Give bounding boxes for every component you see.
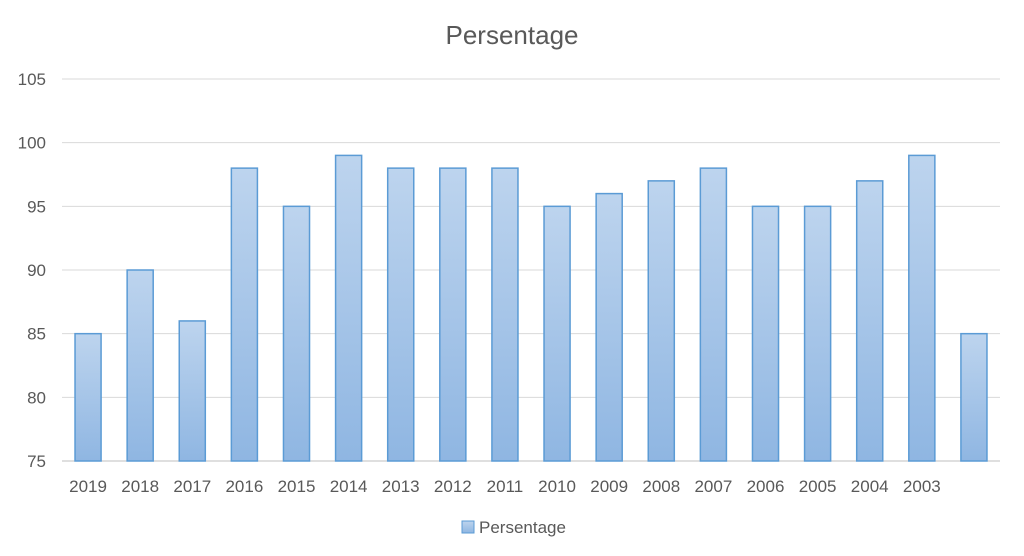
x-tick-label: 2007 [694, 477, 732, 496]
bar [595, 192, 623, 462]
chart-title: Persentage [446, 20, 579, 50]
x-tick-label: 2008 [642, 477, 680, 496]
bar [334, 154, 363, 462]
y-tick-label: 85 [27, 325, 46, 344]
bar [439, 167, 467, 462]
bar [126, 269, 154, 462]
x-tick-label: 2005 [799, 477, 837, 496]
y-axis-ticks: 75 80 85 90 95 100 105 [18, 70, 46, 471]
x-tick-label: 2013 [382, 477, 420, 496]
x-tick-label: 2012 [434, 477, 472, 496]
y-tick-label: 80 [27, 388, 46, 407]
legend-label: Persentage [479, 518, 566, 537]
bar [178, 320, 207, 462]
x-tick-label: 2015 [278, 477, 316, 496]
x-tick-label: 2016 [225, 477, 263, 496]
bar [803, 205, 832, 462]
bar [751, 205, 780, 462]
bar [282, 205, 311, 462]
bars [74, 154, 988, 462]
bar [386, 167, 415, 462]
legend: Persentage [461, 518, 566, 537]
y-tick-label: 100 [18, 134, 46, 153]
x-tick-label: 2006 [747, 477, 785, 496]
bar [908, 154, 936, 462]
bar [699, 167, 728, 462]
y-tick-label: 90 [27, 261, 46, 280]
bar [960, 332, 988, 462]
y-tick-label: 105 [18, 70, 46, 89]
x-tick-label: 2011 [487, 477, 524, 496]
x-tick-label: 2010 [538, 477, 576, 496]
x-tick-label: 2019 [69, 477, 107, 496]
bar [491, 167, 519, 462]
x-tick-label: 2009 [590, 477, 628, 496]
y-tick-label: 75 [27, 452, 46, 471]
bar [230, 167, 259, 462]
x-tick-label: 2014 [330, 477, 368, 496]
x-tick-label: 2017 [173, 477, 211, 496]
x-tick-label: 2018 [121, 477, 159, 496]
bar [855, 180, 884, 462]
bar [74, 332, 102, 462]
x-tick-label: 2003 [903, 477, 941, 496]
y-tick-label: 95 [27, 197, 46, 216]
x-tick-label: 2004 [851, 477, 889, 496]
x-axis-ticks: 2019 2018 2017 2016 2015 2014 2013 2012 2011 2010… [69, 477, 941, 496]
bar [543, 205, 571, 462]
gridlines [62, 78, 1000, 462]
legend-swatch [461, 520, 475, 534]
bar [647, 180, 676, 462]
